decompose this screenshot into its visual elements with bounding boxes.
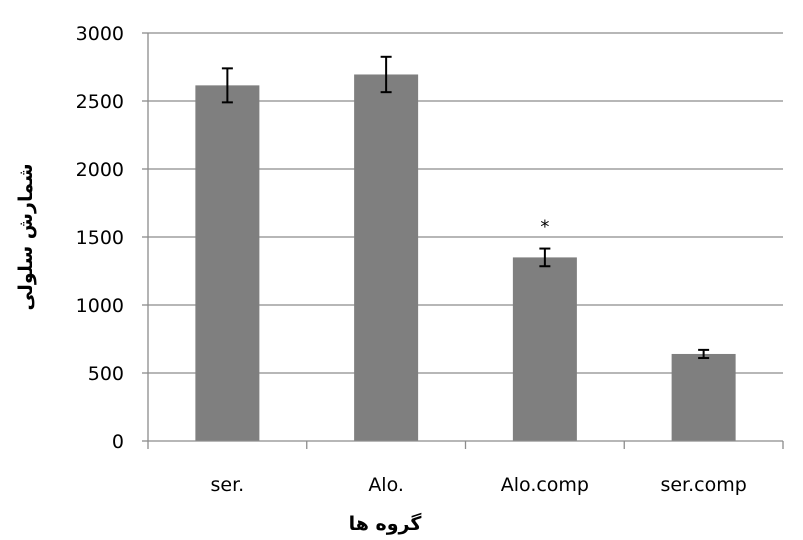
bar <box>354 74 419 441</box>
y-tick-label: 500 <box>88 363 124 385</box>
y-tick-label: 1500 <box>76 227 124 249</box>
x-tick-labels: ser. Alo. Alo.comp ser.comp <box>211 474 747 496</box>
bar <box>512 257 577 441</box>
annotations: * <box>540 217 549 238</box>
axes <box>142 32 784 449</box>
y-tick-label: 0 <box>112 431 124 453</box>
y-tick-label: 3000 <box>76 23 124 45</box>
y-axis-title: شمارش سلولی <box>15 163 37 310</box>
bars <box>195 74 736 442</box>
error-bars <box>221 55 710 360</box>
y-tick-labels: 0 500 1000 1500 2000 2500 3000 <box>76 23 124 453</box>
x-tick-label: ser.comp <box>660 474 746 496</box>
x-tick-label: Alo.comp <box>501 474 589 496</box>
significance-annotation: * <box>540 217 549 238</box>
y-tick-label: 1000 <box>76 295 124 317</box>
x-tick-label: Alo. <box>368 474 404 496</box>
bar <box>671 353 736 441</box>
y-tick-label: 2500 <box>76 91 124 113</box>
x-tick-label: ser. <box>211 474 245 496</box>
y-tick-label: 2000 <box>76 159 124 181</box>
bar <box>195 85 260 442</box>
x-axis-title: گروه ها <box>349 512 423 535</box>
